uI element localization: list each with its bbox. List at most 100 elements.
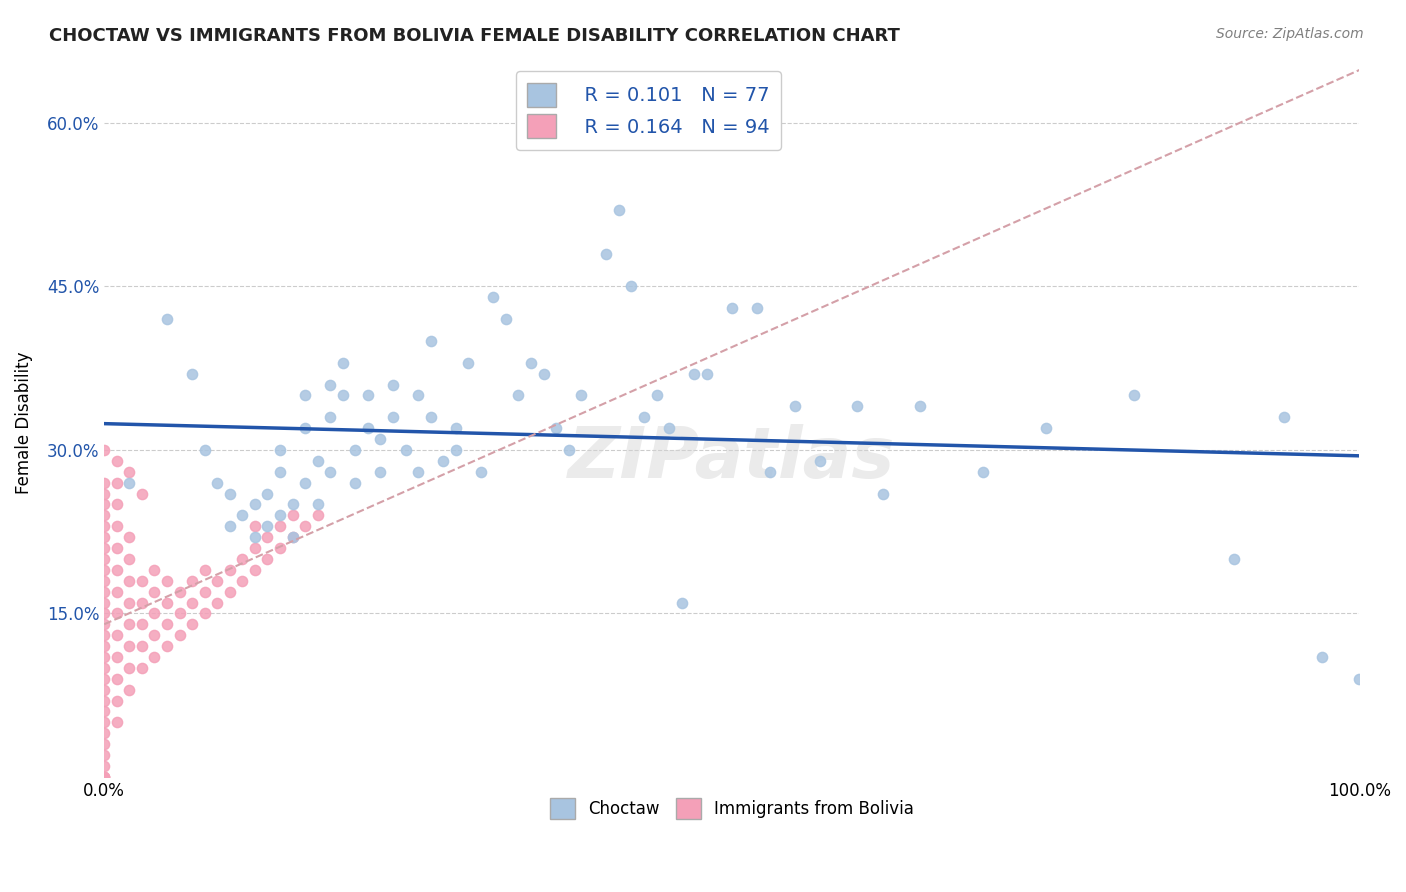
Point [243, 563, 266, 577]
Point [1272, 410, 1295, 425]
Point [307, 497, 329, 511]
Point [658, 421, 681, 435]
Point [131, 595, 153, 609]
Point [105, 563, 128, 577]
Point [381, 410, 404, 425]
Point [332, 388, 354, 402]
Point [872, 486, 894, 500]
Point [394, 442, 416, 457]
Point [181, 617, 204, 632]
Point [118, 639, 141, 653]
Point [118, 661, 141, 675]
Point [93, 584, 115, 599]
Point [143, 563, 166, 577]
Point [156, 617, 179, 632]
Point [620, 279, 643, 293]
Point [1310, 650, 1333, 665]
Point [169, 628, 191, 642]
Point [105, 672, 128, 686]
Point [419, 410, 441, 425]
Point [370, 465, 392, 479]
Point [294, 475, 316, 490]
Point [419, 334, 441, 348]
Point [557, 442, 579, 457]
Point [370, 432, 392, 446]
Point [93, 530, 115, 544]
Point [406, 388, 429, 402]
Point [520, 356, 543, 370]
Point [1348, 672, 1371, 686]
Point [319, 410, 342, 425]
Point [444, 442, 467, 457]
Point [93, 737, 115, 751]
Point [745, 301, 768, 316]
Point [131, 574, 153, 588]
Point [131, 639, 153, 653]
Point [93, 639, 115, 653]
Point [231, 552, 253, 566]
Point [269, 508, 291, 523]
Point [181, 595, 204, 609]
Point [319, 465, 342, 479]
Point [205, 574, 228, 588]
Point [319, 377, 342, 392]
Point [256, 519, 278, 533]
Point [218, 486, 240, 500]
Point [169, 584, 191, 599]
Point [156, 639, 179, 653]
Point [294, 519, 316, 533]
Point [181, 574, 204, 588]
Point [93, 726, 115, 740]
Point [721, 301, 744, 316]
Point [645, 388, 668, 402]
Point [344, 475, 367, 490]
Point [93, 563, 115, 577]
Point [444, 421, 467, 435]
Point [93, 541, 115, 555]
Point [156, 574, 179, 588]
Text: CHOCTAW VS IMMIGRANTS FROM BOLIVIA FEMALE DISABILITY CORRELATION CHART: CHOCTAW VS IMMIGRANTS FROM BOLIVIA FEMAL… [49, 27, 900, 45]
Point [808, 454, 831, 468]
Point [105, 628, 128, 642]
Point [118, 574, 141, 588]
Point [93, 770, 115, 784]
Point [243, 541, 266, 555]
Point [93, 759, 115, 773]
Point [205, 475, 228, 490]
Point [432, 454, 454, 468]
Point [783, 400, 806, 414]
Point [243, 519, 266, 533]
Point [269, 442, 291, 457]
Point [243, 530, 266, 544]
Point [118, 530, 141, 544]
Point [93, 574, 115, 588]
Text: Source: ZipAtlas.com: Source: ZipAtlas.com [1216, 27, 1364, 41]
Point [470, 465, 492, 479]
Point [406, 465, 429, 479]
Point [218, 584, 240, 599]
Point [1223, 552, 1246, 566]
Point [93, 486, 115, 500]
Point [495, 312, 517, 326]
Point [546, 421, 568, 435]
Point [218, 519, 240, 533]
Point [181, 367, 204, 381]
Point [93, 715, 115, 730]
Point [156, 595, 179, 609]
Point [194, 442, 217, 457]
Point [357, 421, 380, 435]
Point [105, 454, 128, 468]
Point [118, 682, 141, 697]
Point [281, 508, 304, 523]
Point [205, 595, 228, 609]
Point [93, 552, 115, 566]
Point [595, 247, 617, 261]
Point [457, 356, 479, 370]
Point [243, 497, 266, 511]
Point [131, 617, 153, 632]
Point [93, 693, 115, 707]
Point [281, 530, 304, 544]
Point [256, 486, 278, 500]
Point [269, 519, 291, 533]
Point [105, 607, 128, 621]
